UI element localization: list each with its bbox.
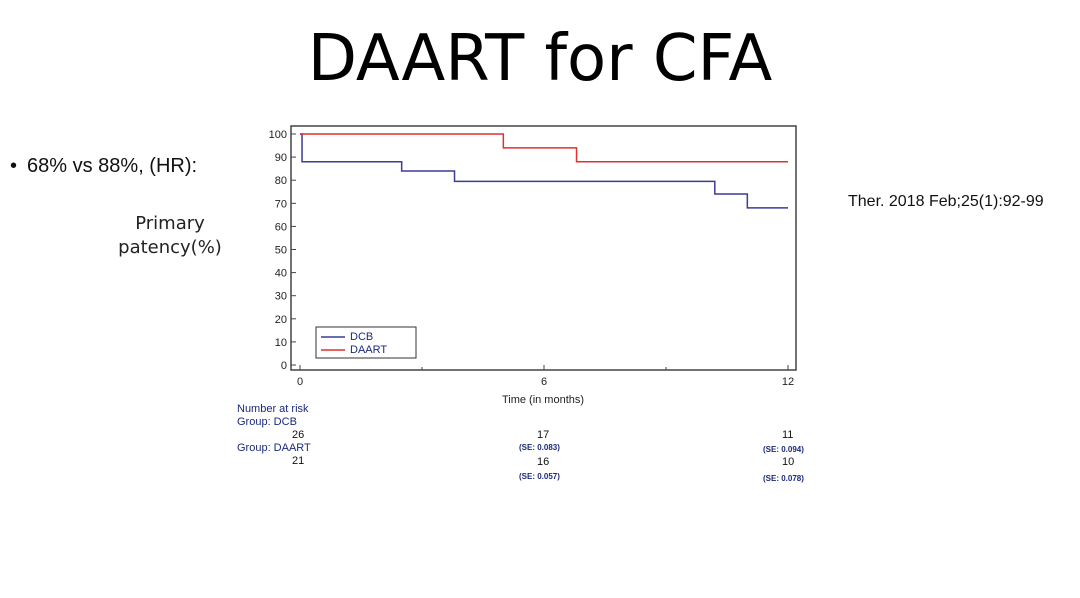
x-axis-title: Time (in months) — [502, 394, 584, 406]
risk-count-daart-12: 10 — [782, 456, 795, 468]
y-tick-label: 70 — [275, 198, 287, 210]
y-tick-label: 30 — [275, 291, 287, 303]
x-tick-label: 12 — [782, 376, 794, 388]
risk-group-label-dcb: Group: DCB — [237, 416, 297, 428]
risk-table-title: Number at risk — [237, 403, 309, 415]
bullet-text: 68% vs 88%, (HR): — [27, 155, 198, 177]
slide-title: DAART for CFA — [307, 22, 773, 96]
risk-se-dcb-12: (SE: 0.094) — [763, 445, 804, 454]
y-tick-label: 10 — [275, 337, 287, 349]
risk-group-label-daart: Group: DAART — [237, 442, 311, 454]
risk-count-dcb-12: 11 — [782, 429, 794, 441]
y-tick-label: 20 — [275, 314, 287, 326]
risk-count-dcb-6: 17 — [537, 429, 550, 441]
y-tick-label: 60 — [275, 221, 287, 233]
y-tick-label: 90 — [275, 152, 287, 164]
risk-count-dcb-0: 26 — [292, 429, 305, 441]
x-tick-label: 0 — [297, 376, 303, 388]
risk-count-daart-0: 21 — [292, 455, 305, 467]
risk-se-daart-12: (SE: 0.078) — [763, 474, 804, 483]
y-tick-label: 50 — [275, 245, 287, 257]
risk-se-daart-6: (SE: 0.057) — [519, 472, 560, 481]
legend-box — [315, 326, 417, 359]
bullet-point: • 68% vs 88%, (HR): — [10, 155, 197, 178]
series-line-dcb — [300, 133, 788, 209]
y-axis-label: Primary patency(%) — [110, 212, 230, 260]
risk-count-daart-6: 16 — [537, 456, 550, 468]
y-tick-label: 0 — [281, 360, 287, 372]
y-tick-label: 40 — [275, 268, 287, 280]
legend-label-daart: DAART — [350, 344, 387, 356]
y-axis-label-line1: Primary — [135, 213, 205, 234]
reference-citation: Ther. 2018 Feb;25(1):92-99 — [848, 193, 1044, 210]
bullet-dot-icon: • — [10, 155, 18, 177]
legend-label-dcb: DCB — [350, 331, 373, 343]
y-tick-label: 100 — [269, 129, 287, 141]
series-line-daart — [300, 133, 788, 163]
legend: DCB DAART — [315, 326, 417, 359]
y-axis-label-line2: patency(%) — [118, 237, 222, 258]
x-tick-label: 6 — [541, 376, 547, 388]
risk-se-dcb-6: (SE: 0.083) — [519, 443, 560, 452]
y-tick-label: 80 — [275, 175, 287, 187]
